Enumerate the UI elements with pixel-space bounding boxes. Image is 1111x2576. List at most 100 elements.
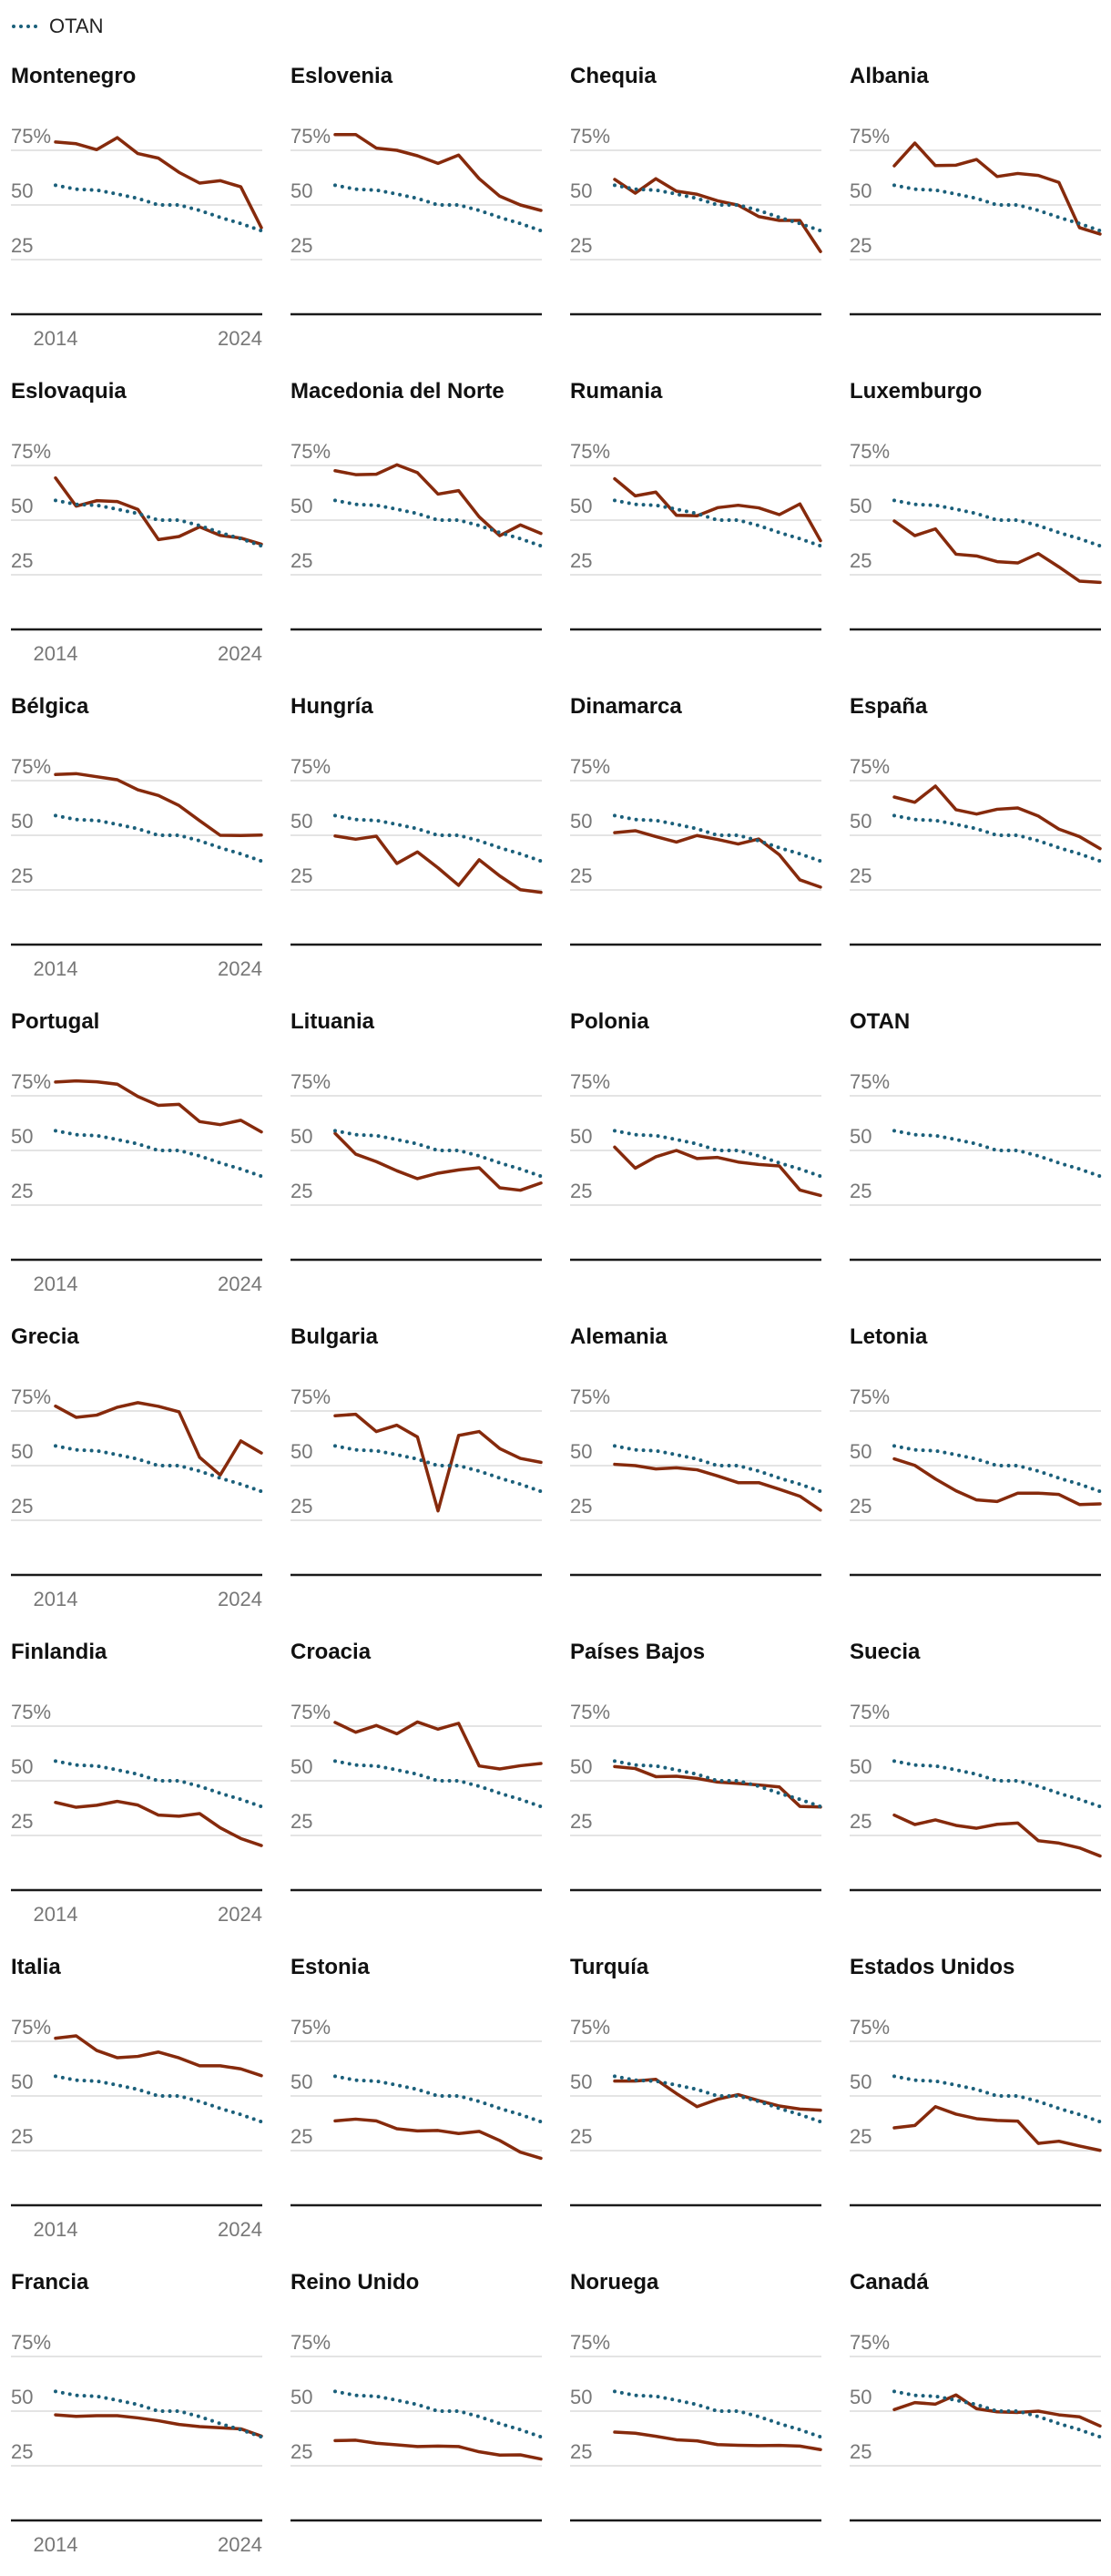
- x-tick-label: 2024: [218, 2218, 262, 2241]
- panel-title: Turquía: [570, 1955, 649, 1979]
- country-series-line: [333, 1131, 543, 1192]
- panel-países-bajos: 75% 50 25 Países Bajos: [570, 1630, 834, 1946]
- y-tick-label: 75%: [290, 1385, 331, 1408]
- x-tick-label: 2024: [218, 1588, 262, 1610]
- panel-title: Italia: [11, 1955, 61, 1979]
- y-tick-label: 25: [11, 1180, 33, 1202]
- panel-title: Reino Unido: [290, 2270, 420, 2295]
- y-tick-label: 75%: [290, 1701, 331, 1723]
- panel-chart: 75% 50 25 2014 2024: [11, 2016, 263, 2241]
- panel-bélgica: 75% 50 25 2014 2024 Bélgica: [11, 685, 275, 1000]
- x-tick-label: 2024: [218, 2533, 262, 2556]
- y-tick-label: 50: [570, 1125, 592, 1148]
- y-tick-label: 50: [570, 495, 592, 517]
- y-tick-label: 25: [570, 1180, 592, 1202]
- panel-title: Albania: [850, 64, 929, 88]
- y-tick-label: 25: [570, 2440, 592, 2463]
- panel-suecia: 75% 50 25 Suecia: [850, 1630, 1111, 1946]
- panel-chart: 75% 50 25: [850, 1070, 1102, 1262]
- y-tick-label: 25: [570, 1810, 592, 1833]
- otan-series-line: [613, 1129, 822, 1179]
- y-tick-label: 50: [850, 810, 871, 833]
- y-tick-label: 25: [570, 864, 592, 887]
- otan-series-line: [613, 183, 822, 233]
- y-tick-label: 75%: [570, 755, 610, 778]
- otan-series-line: [613, 2074, 822, 2124]
- country-series-line: [892, 2393, 1102, 2428]
- panel-title: Dinamarca: [570, 694, 682, 719]
- panel-title: Estados Unidos: [850, 1955, 1015, 1979]
- y-tick-label: 50: [570, 1755, 592, 1778]
- otan-series-line: [892, 498, 1102, 548]
- y-tick-label: 75%: [850, 1070, 890, 1093]
- panel-portugal: 75% 50 25 2014 2024 Portugal: [11, 1000, 275, 1315]
- otan-dotted-line-icon: [12, 25, 44, 28]
- y-tick-label: 25: [570, 2125, 592, 2148]
- otan-series-line: [613, 813, 822, 864]
- y-tick-label: 50: [850, 495, 871, 517]
- country-series-line: [333, 463, 543, 537]
- x-tick-label: 2024: [218, 327, 262, 350]
- panel-italia: 75% 50 25 2014 2024 Italia: [11, 1946, 275, 2261]
- panel-chart: 75% 50 25: [850, 1701, 1102, 1892]
- y-tick-label: 25: [11, 234, 33, 257]
- y-tick-label: 25: [570, 1495, 592, 1518]
- panel-title: Montenegro: [11, 64, 137, 88]
- y-tick-label: 25: [290, 1810, 312, 1833]
- panel-title: Grecia: [11, 1324, 79, 1349]
- panel-title: OTAN: [850, 1009, 911, 1034]
- country-series-line: [892, 784, 1102, 851]
- y-tick-label: 75%: [850, 2016, 890, 2039]
- country-series-line: [333, 2438, 543, 2461]
- country-series-line: [333, 1720, 543, 1771]
- y-tick-label: 75%: [11, 440, 51, 463]
- otan-series-line: [54, 498, 263, 548]
- y-tick-label: 75%: [290, 1070, 331, 1093]
- otan-series-line: [333, 2389, 543, 2439]
- y-tick-label: 75%: [290, 440, 331, 463]
- otan-series-line: [333, 2074, 543, 2124]
- y-tick-label: 25: [290, 1180, 312, 1202]
- y-tick-label: 75%: [570, 1385, 610, 1408]
- y-tick-label: 25: [290, 549, 312, 572]
- otan-series-line: [333, 1759, 543, 1809]
- y-tick-label: 75%: [850, 1701, 890, 1723]
- panel-title: España: [850, 694, 928, 719]
- y-tick-label: 25: [290, 2440, 312, 2463]
- y-tick-label: 50: [570, 2386, 592, 2408]
- y-tick-label: 25: [850, 1180, 871, 1202]
- panel-title: Bulgaria: [290, 1324, 379, 1349]
- x-tick-label: 2014: [34, 1588, 78, 1610]
- country-series-line: [892, 1813, 1102, 1858]
- y-tick-label: 50: [11, 1125, 33, 1148]
- otan-series-line: [613, 2389, 822, 2439]
- y-tick-label: 50: [11, 2386, 33, 2408]
- panel-chart: 75% 50 25: [290, 440, 543, 631]
- panel-chart: 75% 50 25: [290, 1385, 543, 1577]
- country-series-line: [892, 141, 1102, 236]
- y-tick-label: 25: [11, 549, 33, 572]
- country-series-line: [54, 1799, 263, 1847]
- y-tick-label: 50: [290, 1440, 312, 1463]
- country-series-line: [613, 2430, 822, 2451]
- panel-macedonia-del-norte: 75% 50 25 Macedonia del Norte: [290, 370, 555, 685]
- panel-hungría: 75% 50 25 Hungría: [290, 685, 555, 1000]
- country-series-line: [54, 475, 263, 547]
- legend: OTAN: [11, 13, 103, 40]
- panel-estonia: 75% 50 25 Estonia: [290, 1946, 555, 2261]
- y-tick-label: 50: [570, 179, 592, 202]
- y-tick-label: 50: [850, 2386, 871, 2408]
- panel-eslovenia: 75% 50 25 Eslovenia: [290, 55, 555, 370]
- panel-chart: 75% 50 25 2014 2024: [11, 755, 263, 980]
- panel-chart: 75% 50 25: [570, 1385, 822, 1577]
- otan-series-line: [333, 498, 543, 548]
- y-tick-label: 25: [11, 2125, 33, 2148]
- panel-canadá: 75% 50 25 Canadá: [850, 2261, 1111, 2576]
- y-tick-label: 50: [11, 495, 33, 517]
- y-tick-label: 50: [290, 2386, 312, 2408]
- panel-dinamarca: 75% 50 25 Dinamarca: [570, 685, 834, 1000]
- panel-title: Francia: [11, 2270, 89, 2295]
- y-tick-label: 25: [570, 234, 592, 257]
- y-tick-label: 75%: [11, 2331, 51, 2354]
- y-tick-label: 50: [290, 810, 312, 833]
